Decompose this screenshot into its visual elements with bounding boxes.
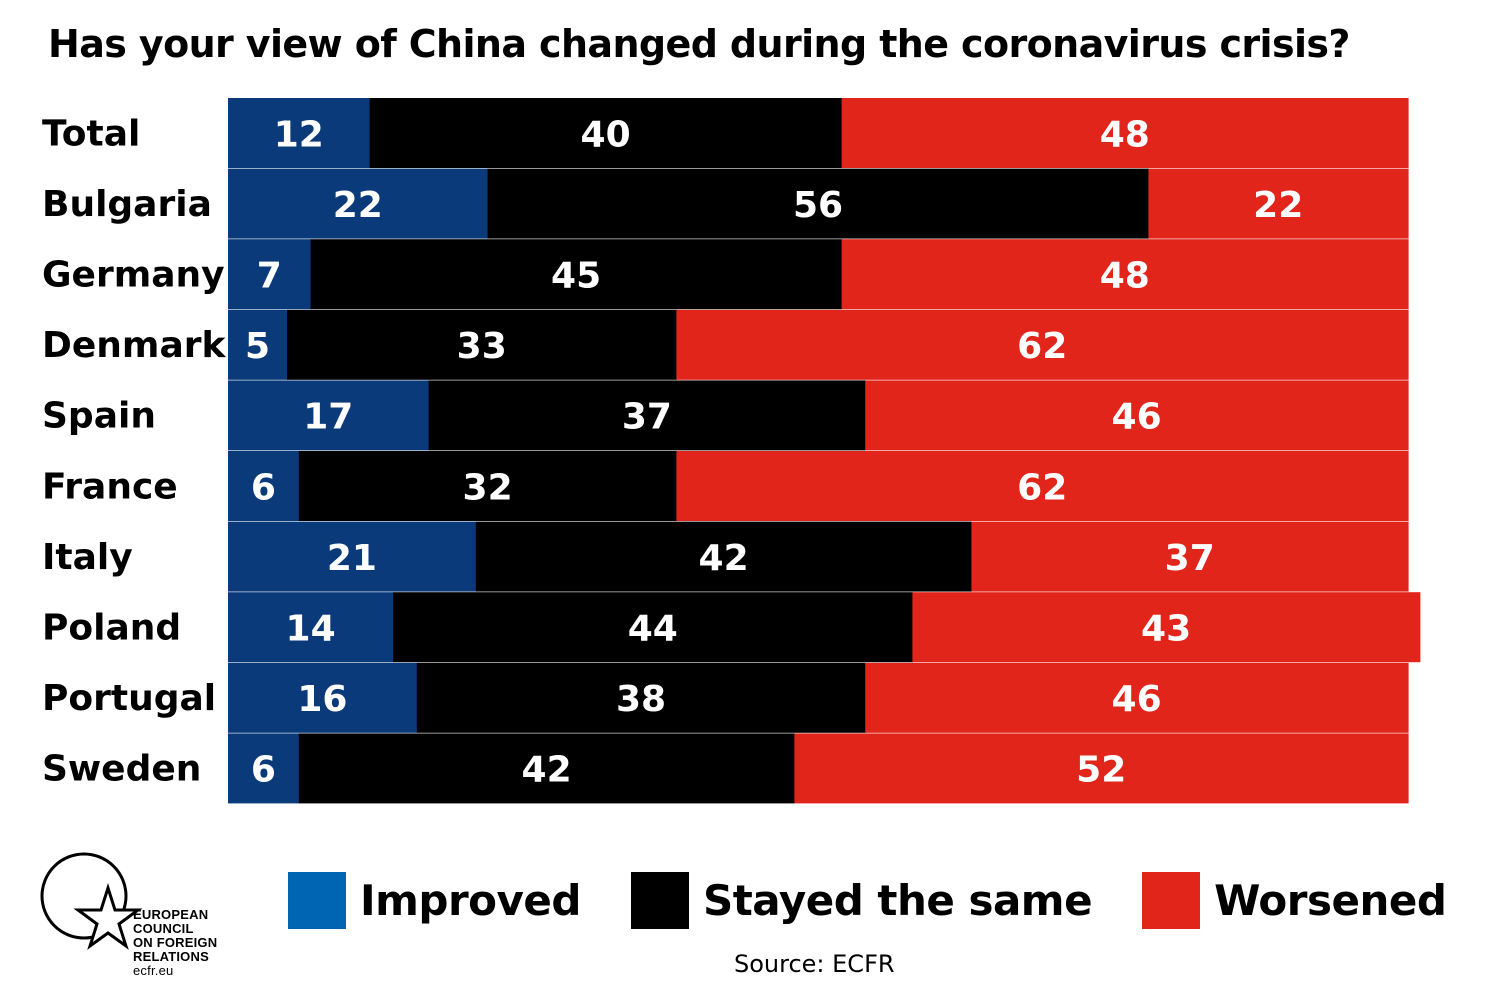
bar-worsened-portugal [865,662,1409,733]
logo-line: COUNCIL [133,921,194,936]
data-label-worsened-sweden: 52 [1076,750,1126,791]
legend-label-improved: Improved [360,876,581,925]
bar-stayed-the-same-france [298,451,677,521]
bar-worsened-denmark [676,309,1409,380]
bar-stayed-the-same-total [369,98,843,168]
logo-url: ecfr.eu [133,963,174,978]
category-label-denmark: Denmark [42,325,226,366]
data-label-improved-spain: 17 [303,397,353,438]
legend-item-worsened: Worsened [1142,872,1447,929]
bar-stayed-the-same-bulgaria [487,168,1150,239]
logo-circle [40,852,128,940]
data-label-stayed-the-same-denmark: 33 [457,326,507,367]
legend-item-stayed-the-same: Stayed the same [630,872,1093,929]
bar-stayed-the-same-sweden [298,733,795,804]
bar-improved-france [228,451,300,521]
bar-worsened-poland [912,592,1421,663]
category-label-bulgaria: Bulgaria [42,184,212,225]
data-label-stayed-the-same-italy: 42 [699,538,749,579]
data-label-worsened-spain: 46 [1112,397,1162,438]
logo-line: EUROPEAN [133,907,209,922]
category-label-france: France [42,466,178,507]
data-label-improved-bulgaria: 22 [333,185,383,226]
bar-stayed-the-same-germany [310,239,843,310]
data-label-improved-sweden: 6 [251,750,276,791]
data-label-worsened-poland: 43 [1141,609,1191,650]
bar-worsened-total [841,98,1409,168]
data-label-stayed-the-same-portugal: 38 [616,679,666,720]
legend-swatch-worsened [1142,872,1201,929]
data-label-improved-total: 12 [274,114,324,155]
legend-label-worsened: Worsened [1214,876,1447,925]
data-label-improved-denmark: 5 [245,326,270,367]
logo-text: EUROPEAN COUNCIL ON FOREIGN RELATIONS ec… [133,908,217,978]
bar-worsened-bulgaria [1148,168,1409,239]
data-label-worsened-denmark: 62 [1017,326,1067,367]
category-label-spain: Spain [42,396,156,437]
bar-improved-italy [228,521,477,592]
logo-line: RELATIONS [133,949,209,964]
bar-worsened-france [676,451,1409,521]
legend-item-improved: Improved [288,872,581,929]
logo-star-icon [73,883,143,950]
bar-stayed-the-same-spain [428,380,866,451]
data-label-worsened-portugal: 46 [1112,679,1162,720]
bar-stayed-the-same-portugal [416,662,866,733]
logo-line: ON FOREIGN [133,935,218,950]
chart-title: Has your view of China changed during th… [48,22,1350,66]
data-label-stayed-the-same-total: 40 [581,114,631,155]
data-label-improved-france: 6 [251,467,276,508]
bar-stayed-the-same-denmark [287,309,677,380]
category-label-italy: Italy [42,537,133,578]
data-label-stayed-the-same-germany: 45 [551,256,601,297]
data-label-worsened-germany: 48 [1100,256,1150,297]
bar-improved-sweden [228,733,300,804]
bar-worsened-italy [971,521,1409,592]
bar-improved-poland [228,592,394,663]
legend: Improved Stayed the same Worsened [288,872,1496,929]
bar-worsened-sweden [794,733,1409,804]
data-label-stayed-the-same-spain: 37 [622,397,672,438]
data-label-stayed-the-same-poland: 44 [628,609,678,650]
data-label-worsened-france: 62 [1017,467,1067,508]
data-label-worsened-bulgaria: 22 [1253,185,1303,226]
data-label-stayed-the-same-sweden: 42 [522,750,572,791]
bar-improved-germany [228,239,312,310]
data-label-stayed-the-same-bulgaria: 56 [793,185,843,226]
category-label-germany: Germany [42,255,225,296]
bar-improved-total [228,98,371,168]
data-label-worsened-italy: 37 [1165,538,1215,579]
legend-swatch-stayed-the-same [630,872,689,929]
data-label-stayed-the-same-france: 32 [463,467,513,508]
data-label-improved-portugal: 16 [297,679,347,720]
bar-improved-spain [228,380,430,451]
bar-improved-denmark [228,309,288,380]
bar-stayed-the-same-poland [393,592,913,663]
bar-worsened-spain [865,380,1409,451]
data-label-improved-germany: 7 [257,256,282,297]
category-label-total: Total [42,113,140,154]
category-label-portugal: Portugal [42,678,216,719]
data-label-improved-poland: 14 [286,609,336,650]
source-note: Source: ECFR [734,950,895,978]
category-label-poland: Poland [42,608,181,649]
data-label-improved-italy: 21 [327,538,377,579]
category-label-sweden: Sweden [42,749,201,790]
bar-worsened-germany [841,239,1409,310]
ecfr-logo [40,852,143,950]
bar-stayed-the-same-italy [475,521,972,592]
legend-label-stayed-the-same: Stayed the same [702,876,1093,925]
legend-swatch-improved [288,872,346,929]
data-label-worsened-total: 48 [1100,114,1150,155]
bar-improved-bulgaria [228,168,489,239]
bar-improved-portugal [228,662,418,733]
